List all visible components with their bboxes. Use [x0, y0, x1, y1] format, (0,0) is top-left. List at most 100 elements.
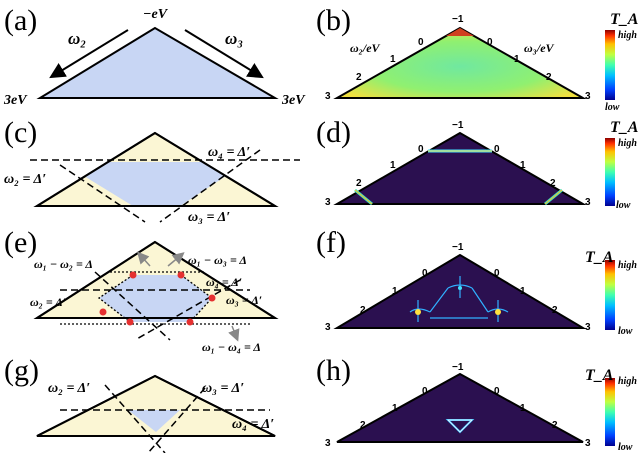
panel-label-a: (a)	[4, 4, 37, 37]
colorbar-title-h: T_A	[585, 367, 614, 384]
apex-label-a: −eV	[143, 7, 169, 22]
w2-label-c: ω₂ = Δ′	[4, 172, 46, 187]
hotspot-f	[458, 286, 462, 290]
colorbar-title-b: T_A	[610, 11, 639, 28]
line-w3-e	[134, 279, 241, 341]
w3-label-a: ω₃	[225, 29, 243, 48]
colorbar-b	[605, 30, 615, 100]
panel-d: (d) −1 0 1 2 3 0 1 2 3 T_A high low	[316, 116, 639, 211]
colorbar-low-f: low	[618, 326, 633, 337]
hotspot-f	[415, 309, 421, 315]
point-e	[177, 271, 185, 279]
point-e	[126, 318, 134, 326]
point-e	[99, 308, 107, 316]
tick-h-l3: 3	[325, 438, 331, 449]
colorbar-high-b: high	[618, 30, 637, 41]
tick-d-l1: 1	[390, 160, 396, 171]
apex-hot-b	[446, 28, 474, 36]
colorbar-high-f: high	[618, 260, 637, 271]
w3-label-c: ω₃ = Δ′	[188, 210, 230, 225]
line-w3-g	[147, 387, 206, 453]
tick-h-r0: 0	[494, 386, 500, 397]
tick-f-l3: 3	[325, 322, 331, 333]
right-vertex-label-a: 3eV	[281, 93, 306, 108]
tick-h-l0: 0	[422, 386, 428, 397]
tick-apex-b: −1	[452, 14, 464, 25]
panel-label-c: (c)	[4, 116, 37, 149]
blue-region-e	[99, 275, 212, 322]
tick-h-l1: 1	[392, 403, 398, 414]
blue-region-c	[84, 162, 226, 206]
tick-h-r3: 3	[585, 438, 591, 449]
colorbar-high-h: high	[618, 376, 637, 387]
panel-h: (h) −1 0 1 2 3 0 1 2 3 T_A high low	[316, 354, 637, 453]
arrow-w1w2	[136, 251, 151, 267]
tick-f-l1: 1	[392, 286, 398, 297]
w1w3-label-e: ω₁ − ω₃ = Δ	[188, 253, 247, 267]
panel-c: (c) ω₄ = Δ′ ω₂ = Δ′ ω₃ = Δ′	[4, 116, 300, 225]
panel-label-e: (e)	[4, 226, 37, 259]
line-w2-c	[59, 164, 146, 223]
panel-label-b: (b)	[316, 4, 351, 37]
tick-b-l3: 3	[325, 91, 331, 102]
colorbar-h	[605, 378, 615, 446]
intersection-points-e	[99, 271, 216, 326]
tick-f-r0: 0	[494, 268, 500, 279]
point-e	[129, 271, 137, 279]
tick-h-r2: 2	[552, 420, 558, 431]
w4-label-g: ω₄ = Δ′	[232, 417, 274, 432]
left-vertex-label-a: 3eV	[3, 93, 28, 108]
panel-b: (b) −1 0 1 2 3 0 1 2 3 ω₂/eV ω₃/eV T_A h…	[316, 4, 639, 113]
w3-label-e: ω₃ = Δ′	[226, 293, 262, 307]
panel-label-f: (f)	[316, 226, 346, 259]
w2-label-a: ω₂	[68, 29, 86, 48]
w4-label-c: ω₄ = Δ′	[208, 145, 250, 160]
panel-e: (e) ω₁ − ω₂ = Δ ω₁ − ω₃ = Δ ω₄ = Δ′ ω₂ =…	[4, 226, 279, 354]
panel-g: (g) ω₂ = Δ′ ω₃ = Δ′ ω₄ = Δ′	[4, 354, 276, 453]
panel-label-h: (h)	[316, 354, 351, 387]
colorbar-high-d: high	[618, 138, 637, 149]
tick-apex-d: −1	[452, 120, 464, 131]
tick-f-l2: 2	[360, 305, 366, 316]
tick-b-l0: 0	[418, 37, 424, 48]
tick-d-r0: 0	[494, 144, 500, 155]
colorbar-d	[605, 138, 615, 206]
line-w3-c	[159, 149, 261, 223]
tick-b-r0: 0	[487, 37, 493, 48]
w4-label-e: ω₄ = Δ′	[206, 275, 242, 289]
arrow-w3	[184, 29, 264, 79]
tick-apex-f: −1	[452, 242, 464, 253]
tick-d-l2: 2	[356, 178, 362, 189]
tick-d-r1: 1	[520, 160, 526, 171]
tick-apex-h: −1	[452, 362, 464, 373]
tick-f-r3: 3	[585, 322, 591, 333]
panel-f: (f) −1 0 1 2 3 0 1 2 3 T_A high low	[316, 226, 637, 337]
colorbar-title-d: T_A	[610, 119, 639, 136]
heatmap-b	[333, 26, 587, 99]
tick-f-r1: 1	[520, 286, 526, 297]
panel-a: (a) −eV 3eV 3eV ω₂ ω₃	[3, 4, 306, 108]
colorbar-low-b: low	[605, 102, 620, 113]
tick-f-l0: 0	[422, 268, 428, 279]
w2-label-g: ω₂ = Δ′	[48, 381, 90, 396]
tick-h-r1: 1	[520, 403, 526, 414]
tick-b-r3: 3	[585, 91, 591, 102]
point-e	[186, 318, 194, 326]
tick-f-r2: 2	[552, 305, 558, 316]
line-w2-e	[94, 271, 171, 341]
tick-d-r3: 3	[585, 197, 591, 208]
axis-label-w3-b: ω₃/eV	[524, 41, 555, 55]
hotspot-f	[495, 309, 501, 315]
point-e	[208, 294, 216, 302]
w2-label-e: ω₂ = Δ′	[30, 295, 66, 309]
arrow-w1w4	[228, 325, 240, 342]
colorbar-low-h: low	[618, 442, 633, 453]
tick-d-l0: 0	[418, 144, 424, 155]
tick-b-r2: 2	[546, 72, 552, 83]
w1w4-label-e: ω₁ − ω₄ = Δ	[202, 340, 261, 354]
arrow-w2	[49, 29, 129, 79]
tick-b-l2: 2	[356, 72, 362, 83]
w3-label-g: ω₃ = Δ′	[202, 381, 244, 396]
tick-b-r1: 1	[514, 54, 520, 65]
